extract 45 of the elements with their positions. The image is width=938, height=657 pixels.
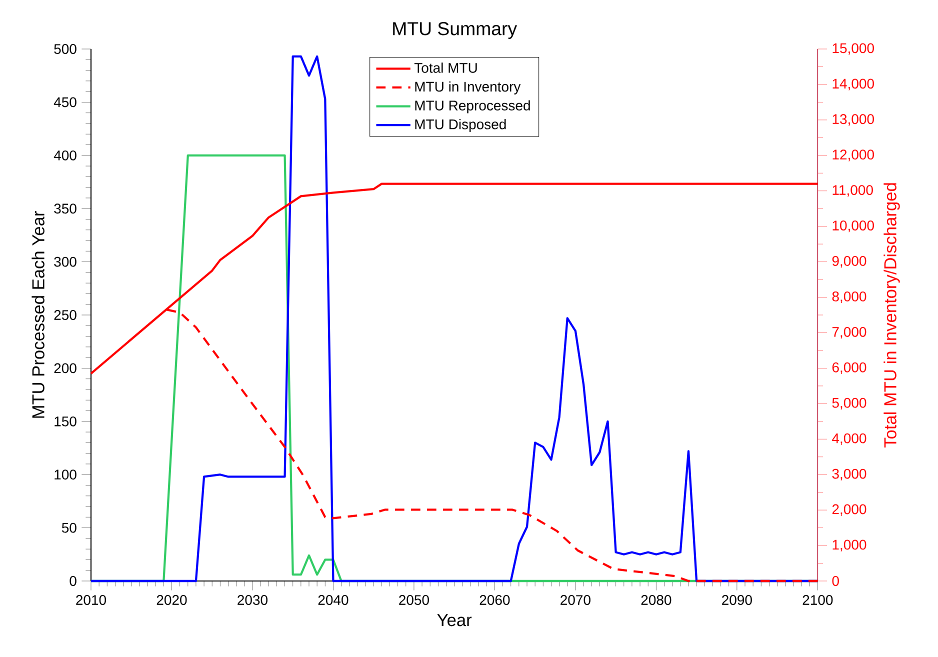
y-tick-label: 500 [54,44,76,54]
y-tick-label: 300 [54,256,76,267]
x-tick-label: 2080 [641,595,672,605]
y2-tick-label: 8,000 [832,291,866,304]
x-tick-label: 2010 [76,595,106,605]
y2-tick-label: 11,000 [832,185,873,197]
x-tick-label: 2070 [560,595,590,605]
y-axis-title: MTU Processed Each Year [32,211,44,418]
y-tick-label: 350 [54,204,76,214]
y-tick-label: 150 [54,416,76,426]
legend-label: MTU Reprocessed [415,100,530,114]
y2-tick-label: 1,000 [832,540,866,552]
y2-tick-label: 4,000 [832,433,866,445]
legend-label: MTU Disposed [415,119,506,132]
y-tick-label: 100 [54,470,76,480]
x-tick-label: 2090 [722,595,752,605]
legend-label: MTU in Inventory [415,81,521,94]
y2-tick-label: 15,000 [832,43,874,55]
y2-tick-label: 3,000 [832,468,866,480]
y2-axis-title: Total MTU in Inventory/Discharged [884,183,900,448]
legend-label: Total MTU [414,62,477,73]
y2-tick-label: 7,000 [832,326,866,339]
y-tick-label: 250 [54,310,76,320]
x-tick-label: 2040 [318,595,348,605]
y2-tick-label: 14,000 [832,78,874,90]
x-tick-label: 2020 [156,595,187,605]
x-tick-label: 2060 [480,595,510,605]
y2-tick-label: 2,000 [832,504,866,516]
y2-tick-label: 12,000 [832,150,874,162]
x-tick-label: 2050 [399,595,429,605]
x-axis-title: Year [437,614,472,626]
y2-tick-label: 5,000 [832,398,866,410]
y-tick-label: 450 [54,97,76,108]
y2-tick-label: 9,000 [832,256,866,268]
y2-tick-label: 10,000 [832,220,874,232]
y-tick-label: 200 [54,363,76,374]
y2-tick-label: 0 [832,576,839,586]
y-tick-label: 400 [54,150,76,160]
y2-tick-label: 13,000 [832,114,874,126]
y-tick-label: 50 [62,522,76,533]
x-tick-label: 2100 [802,595,833,605]
y-tick-label: 0 [70,576,76,586]
chart-title: MTU Summary [393,22,518,39]
x-tick-label: 2030 [238,595,268,605]
y2-tick-label: 6,000 [832,362,866,374]
